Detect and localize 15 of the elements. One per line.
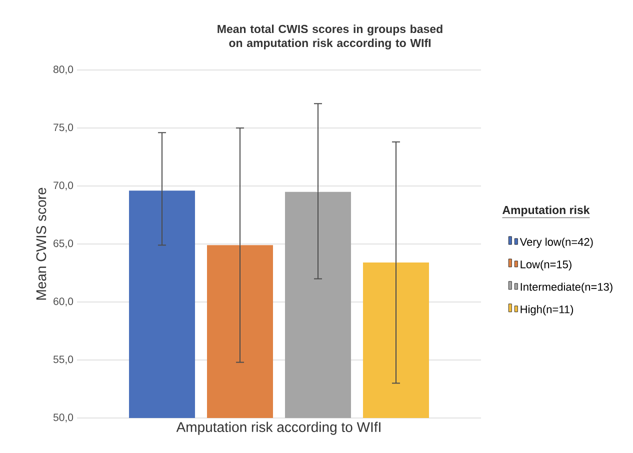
y-tick-label: 65,0 [54, 240, 74, 248]
chart-title: Mean total CWIS scores in groups based on amputation risk according to WIfI [218, 24, 442, 50]
legend-label: Low(n=15) [520, 260, 572, 270]
y-tick-label: 80,0 [53, 66, 74, 74]
y-axis-title: Mean CWIS score [36, 188, 46, 300]
legend-title: Amputation risk [502, 206, 590, 216]
y-tick-label: 60,0 [54, 298, 74, 306]
y-tick-label: 55,0 [53, 356, 74, 364]
legend-label: High(n=11) [520, 305, 574, 316]
y-tick-label: 70,0 [54, 182, 74, 190]
legend-label: Very low(n=42) [520, 238, 593, 248]
x-axis-title: Amputation risk according to WIfI [176, 422, 380, 435]
y-tick-label: 50,0 [53, 414, 74, 422]
legend-label: Intermediate(n=13) [520, 282, 612, 293]
y-tick-label: 75,0 [54, 124, 74, 132]
